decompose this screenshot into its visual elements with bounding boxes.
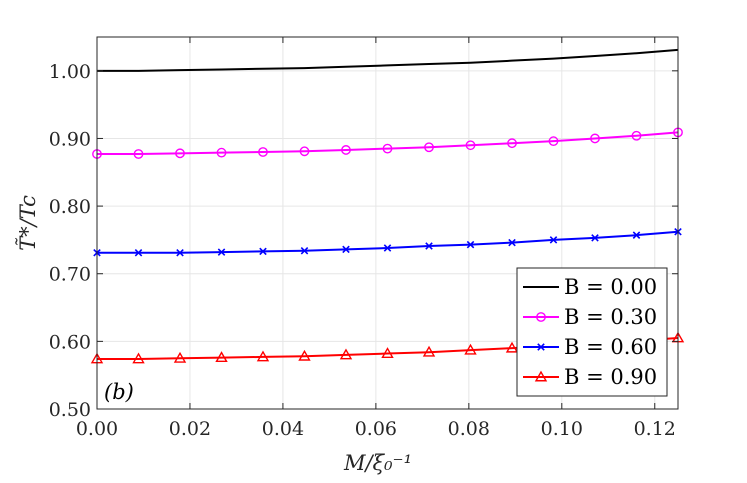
legend-item: B = 0.60: [523, 335, 657, 359]
legend-item: B = 0.00: [523, 275, 657, 299]
data-point: [422, 345, 436, 357]
data-point: [341, 145, 351, 155]
data-point: [173, 351, 187, 363]
y-tick-label: 0.90: [49, 128, 91, 150]
data-point: [382, 143, 393, 154]
svg-text:T̃*/Tc: T̃*/Tc: [16, 195, 40, 251]
data-point: [534, 370, 548, 382]
data-point: [508, 238, 516, 247]
data-point: [466, 240, 475, 249]
x-tick-label: 0.02: [169, 418, 211, 440]
data-point: [631, 130, 642, 141]
y-tick-label: 0.80: [49, 196, 91, 218]
data-point: [507, 138, 517, 149]
data-point: [632, 231, 641, 239]
series-line: [97, 48, 679, 72]
legend-label: B = 0.30: [564, 305, 657, 329]
data-point: [342, 245, 350, 254]
data-point: [298, 349, 311, 361]
legend-label: B = 0.90: [564, 365, 657, 389]
data-point: [215, 351, 228, 363]
data-point: [216, 147, 227, 158]
legend-label: B = 0.00: [564, 275, 657, 299]
data-point: [256, 350, 270, 362]
x-axis-label: M/ξ₀⁻¹: [343, 451, 412, 475]
series-0: [97, 48, 679, 72]
data-point: [536, 312, 546, 322]
data-point: [464, 343, 477, 355]
data-point: [300, 246, 309, 255]
data-point: [425, 242, 433, 250]
data-point: [134, 248, 143, 257]
x-tick-label: 0.08: [448, 418, 490, 440]
panel-label: (b): [104, 380, 134, 404]
data-point: [133, 149, 144, 159]
data-point: [259, 247, 267, 256]
x-tick-label: 0.00: [76, 418, 118, 440]
data-point: [424, 142, 434, 153]
data-point: [591, 234, 599, 242]
data-point: [339, 348, 353, 360]
plot-frame: [96, 36, 679, 410]
data-point: [175, 148, 185, 159]
y-tick-label: 0.60: [49, 331, 91, 353]
data-point: [176, 248, 184, 257]
data-point: [465, 140, 476, 151]
series-2: [93, 228, 682, 257]
data-point: [299, 146, 310, 157]
ticks: 0.00 0.02 0.04 0.06 0.08 0.10 0.12 0.50 0.60 0.70…: [49, 37, 678, 440]
data-point: [537, 343, 545, 351]
legend-item: B = 0.90: [523, 365, 657, 389]
legend-item: B = 0.30: [523, 305, 657, 329]
y-tick-label: 0.50: [49, 399, 91, 421]
legend: B = 0.00 B = 0.30 B = 0.60 B = 0.90: [516, 267, 668, 397]
y-tick-label: 1.00: [49, 61, 91, 83]
x-tick-label: 0.12: [634, 418, 676, 440]
x-tick-label: 0.10: [541, 418, 583, 440]
data-point: [381, 347, 394, 358]
x-tick-label: 0.06: [355, 418, 397, 440]
x-tick-label: 0.04: [262, 418, 304, 440]
data-point: [549, 236, 558, 244]
data-point: [258, 147, 268, 157]
series-1: [92, 127, 683, 159]
legend-label: B = 0.60: [564, 335, 657, 359]
y-tick-label: 0.70: [49, 264, 91, 286]
data-point: [505, 341, 519, 353]
data-point: [590, 133, 600, 144]
svg-text:M/ξ₀⁻¹: M/ξ₀⁻¹: [343, 451, 412, 475]
data-point: [132, 352, 145, 364]
series-line: [97, 131, 679, 156]
y-axis-label: T̃*/Tc: [16, 195, 40, 251]
data-point: [217, 248, 226, 256]
data-point: [548, 136, 559, 147]
data-point: [383, 244, 392, 252]
